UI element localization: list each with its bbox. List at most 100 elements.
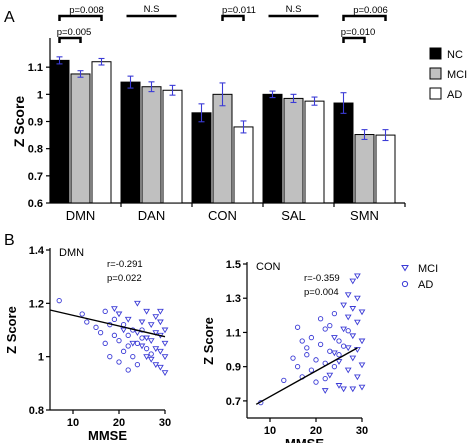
legend-label-mci: MCI: [418, 263, 438, 275]
point-mci: [134, 300, 141, 307]
scatter-chart-dmn: 0.8 1 1.2 1.4 10 20 30 MMSE Z Score DMN r=-0.291 p=…: [4, 245, 171, 443]
point-mci: [152, 330, 160, 336]
x-tick-label: 20: [113, 417, 125, 429]
point-mci: [340, 302, 347, 309]
point-ad: [125, 343, 131, 349]
stat-annotation: r=-0.359: [304, 273, 340, 284]
regression-line: [255, 347, 358, 405]
point-mci: [161, 370, 169, 376]
legend-label-ad: AD: [447, 89, 462, 101]
point-ad: [97, 330, 104, 336]
y-axis-title: Z Score: [11, 96, 27, 148]
point-ad: [290, 355, 296, 361]
point-mci: [344, 345, 352, 352]
point-mci: [349, 278, 357, 285]
y-tick-label: 1: [38, 352, 44, 364]
regression-line: [49, 309, 166, 338]
point-ad: [317, 316, 324, 322]
point-mci: [349, 306, 357, 312]
bar-sal-ad: [304, 100, 325, 204]
legend-swatch-mci: [429, 67, 442, 80]
point-mci: [344, 292, 352, 299]
x-axis-title: MMSE: [88, 428, 127, 443]
point-mci: [161, 327, 169, 334]
point-mci: [321, 388, 329, 394]
x-tick-label: SMN: [350, 208, 379, 223]
significance-label: p=0.006: [353, 5, 388, 16]
point-mci: [349, 355, 357, 362]
scatter-title: DMN: [59, 247, 84, 259]
point-mci: [354, 319, 361, 326]
bar-con-ad: [233, 126, 254, 204]
point-ad: [84, 319, 90, 325]
point-mci: [354, 273, 361, 280]
panel-label-b: B: [4, 232, 15, 249]
point-ad: [79, 311, 85, 317]
point-ad: [134, 340, 141, 346]
point-ad: [148, 351, 154, 357]
point-mci: [143, 308, 150, 315]
significance-label: p=0.011: [222, 5, 256, 16]
point-mci: [344, 367, 352, 374]
ns-label: N.S: [144, 4, 160, 15]
point-mci: [340, 326, 347, 333]
point-ad: [93, 324, 99, 330]
point-ad: [308, 367, 315, 373]
x-tick-label: 30: [159, 417, 171, 429]
point-ad: [336, 352, 342, 358]
point-mci: [358, 309, 366, 316]
significance-bracket: [342, 14, 387, 21]
point-ad: [107, 354, 113, 360]
point-mci: [147, 338, 155, 344]
significance-label: p=0.005: [57, 27, 92, 38]
point-mci: [161, 354, 169, 360]
point-ad: [313, 357, 319, 363]
x-tick-label: CON: [208, 208, 237, 223]
point-ad: [56, 298, 62, 304]
point-mci: [331, 335, 338, 341]
x-tick-label: DAN: [138, 208, 165, 223]
point-mci: [157, 348, 164, 355]
point-mci: [143, 354, 150, 360]
point-mci: [143, 335, 150, 342]
point-ad: [111, 316, 118, 322]
point-mci: [147, 322, 155, 328]
y-tick-label: 1.2: [29, 298, 44, 310]
point-ad: [317, 341, 324, 348]
point-mci: [354, 295, 361, 302]
point-ad: [130, 354, 136, 360]
point-mci: [335, 359, 343, 365]
point-ad: [322, 375, 328, 382]
point-mci: [326, 372, 334, 379]
point-ad: [336, 338, 342, 344]
point-ad: [102, 308, 108, 314]
significance-bracket: [58, 14, 103, 21]
point-mci: [354, 347, 361, 353]
y-axis-title: Z Score: [4, 306, 19, 354]
point-ad: [139, 335, 145, 341]
point-ad: [322, 326, 328, 332]
x-tick-label: DMN: [66, 208, 96, 223]
point-ad: [340, 343, 347, 349]
point-mci: [354, 374, 361, 381]
point-mci: [152, 362, 160, 368]
point-mci: [152, 346, 160, 352]
y-tick-label: 0.9: [28, 117, 43, 129]
point-ad: [331, 364, 338, 370]
stat-annotation: p=0.004: [304, 287, 339, 298]
point-mci: [331, 350, 338, 357]
point-ad: [125, 332, 131, 338]
point-mci: [138, 319, 146, 326]
bar-dmn-nc: [49, 59, 70, 204]
bar-sal-nc: [262, 93, 283, 204]
stat-annotation: p=0.022: [107, 273, 142, 284]
bar-dan-nc: [120, 81, 141, 204]
point-mci: [138, 343, 146, 350]
bar-smn-mci: [354, 134, 375, 204]
point-ad: [116, 338, 122, 344]
bar-con-nc: [191, 112, 212, 204]
point-ad: [331, 310, 338, 317]
y-axis-title: Z Score: [201, 317, 216, 365]
x-tick-label: 10: [264, 425, 276, 437]
point-mci: [129, 340, 137, 347]
